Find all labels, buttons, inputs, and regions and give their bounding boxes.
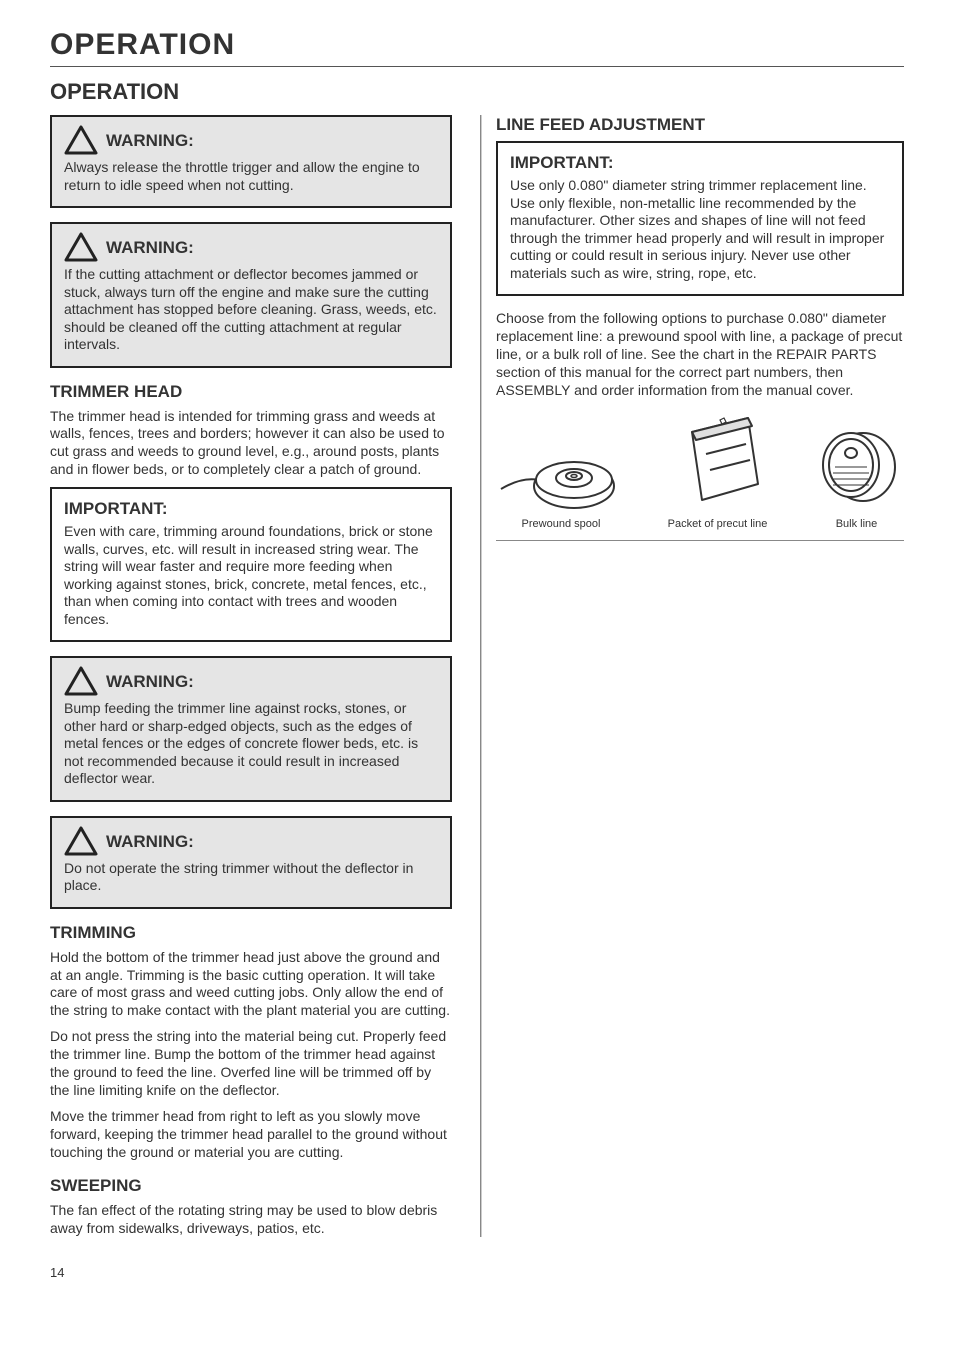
section-title-top: OPERATION bbox=[50, 28, 904, 62]
warning-triangle-icon bbox=[64, 125, 98, 155]
two-column-layout: WARNING: Always release the throttle tri… bbox=[50, 115, 904, 1245]
trimming-paragraph-3: Move the trimmer head from right to left… bbox=[50, 1108, 452, 1162]
sweeping-heading: SWEEPING bbox=[50, 1176, 452, 1196]
warning-label: WARNING: bbox=[106, 131, 194, 151]
warning-box-4: WARNING: Do not operate the string trimm… bbox=[50, 816, 452, 909]
trimming-heading: TRIMMING bbox=[50, 923, 452, 943]
trimming-paragraph-1: Hold the bottom of the trimmer head just… bbox=[50, 949, 452, 1021]
warning-triangle-icon bbox=[64, 666, 98, 696]
warning-text: Bump feeding the trimmer line against ro… bbox=[64, 700, 438, 788]
important-box-1: IMPORTANT: Even with care, trimming arou… bbox=[50, 487, 452, 642]
column-divider bbox=[480, 115, 482, 1237]
warning-heading: WARNING: bbox=[64, 127, 438, 155]
illus-precut-line-packet: Packet of precut line bbox=[668, 414, 768, 530]
warning-triangle-icon bbox=[64, 232, 98, 262]
sweeping-paragraph: The fan effect of the rotating string ma… bbox=[50, 1202, 452, 1238]
page-number: 14 bbox=[50, 1265, 64, 1280]
warning-label: WARNING: bbox=[106, 832, 194, 852]
trimmer-intro-paragraph: The trimmer head is intended for trimmin… bbox=[50, 408, 452, 480]
illus-caption-a: Prewound spool bbox=[522, 518, 601, 530]
trimmer-head-heading: TRIMMER HEAD bbox=[50, 382, 452, 402]
illus-caption-c: Bulk line bbox=[836, 518, 878, 530]
important-text: Use only 0.080" diameter string trimmer … bbox=[510, 177, 890, 282]
warning-heading: WARNING: bbox=[64, 828, 438, 856]
section-title: OPERATION bbox=[50, 79, 904, 105]
warning-heading: WARNING: bbox=[64, 234, 438, 262]
page-footer: 14 bbox=[50, 1265, 904, 1280]
illustration-row: Prewound spool Packet of precut line bbox=[496, 408, 904, 541]
illus-bulk-line: Bulk line bbox=[809, 419, 904, 530]
warning-box-2: WARNING: If the cutting attachment or de… bbox=[50, 222, 452, 368]
warning-label: WARNING: bbox=[106, 672, 194, 692]
warning-box-3: WARNING: Bump feeding the trimmer line a… bbox=[50, 656, 452, 802]
warning-text: Always release the throttle trigger and … bbox=[64, 159, 438, 194]
page-header: OPERATION bbox=[50, 28, 904, 67]
warning-text: Do not operate the string trimmer withou… bbox=[64, 860, 438, 895]
important-label: IMPORTANT: bbox=[64, 499, 438, 519]
left-column: WARNING: Always release the throttle tri… bbox=[50, 115, 452, 1245]
line-feed-heading: LINE FEED ADJUSTMENT bbox=[496, 115, 904, 135]
replacement-line-paragraph: Choose from the following options to pur… bbox=[496, 310, 904, 400]
illus-caption-b: Packet of precut line bbox=[668, 518, 768, 530]
important-text: Even with care, trimming around foundati… bbox=[64, 523, 438, 628]
warning-triangle-icon bbox=[64, 826, 98, 856]
right-column: LINE FEED ADJUSTMENT IMPORTANT: Use only… bbox=[496, 115, 904, 541]
warning-text: If the cutting attachment or deflector b… bbox=[64, 266, 438, 354]
important-label: IMPORTANT: bbox=[510, 153, 890, 173]
warning-heading: WARNING: bbox=[64, 668, 438, 696]
illus-prewound-spool: Prewound spool bbox=[496, 434, 626, 530]
trimming-paragraph-2: Do not press the string into the materia… bbox=[50, 1028, 452, 1100]
warning-box-1: WARNING: Always release the throttle tri… bbox=[50, 115, 452, 208]
warning-label: WARNING: bbox=[106, 238, 194, 258]
important-box-right: IMPORTANT: Use only 0.080" diameter stri… bbox=[496, 141, 904, 296]
